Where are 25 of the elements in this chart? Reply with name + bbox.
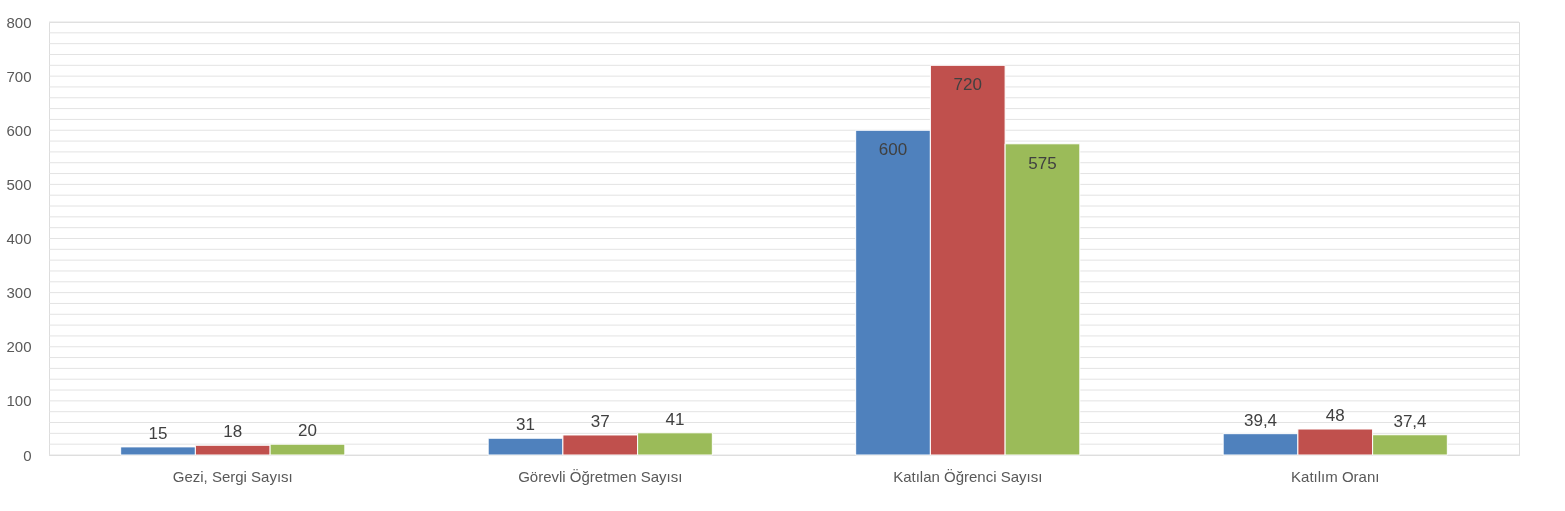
- data-label: 720: [953, 75, 982, 95]
- data-label: 41: [665, 409, 685, 429]
- x-tick-label: Görevli Öğretmen Sayısı: [518, 467, 683, 485]
- y-tick-label: 100: [6, 392, 32, 410]
- data-label: 575: [1028, 153, 1057, 173]
- y-tick-label: 400: [6, 230, 32, 247]
- data-label: 48: [1325, 406, 1345, 426]
- data-label: 37,4: [1393, 411, 1427, 431]
- x-tick-label: Gezi, Sergi Sayısı: [172, 467, 293, 485]
- x-tick-label: Katılım Oranı: [1291, 467, 1380, 485]
- data-label: 15: [148, 423, 168, 443]
- data-label: 20: [298, 421, 317, 441]
- data-label: 31: [516, 415, 535, 435]
- y-tick-label: 500: [6, 175, 32, 193]
- x-tick-label: Katılan Öğrenci Sayısı: [893, 467, 1043, 485]
- y-tick-label: 200: [6, 338, 32, 356]
- data-label: 18: [223, 422, 243, 442]
- y-tick-label: 600: [6, 121, 32, 139]
- y-tick-label: 800: [6, 13, 32, 31]
- y-tick-label: 700: [6, 67, 32, 85]
- data-label: 600: [878, 140, 908, 160]
- y-tick-label: 300: [6, 284, 32, 302]
- y-tick-label: 0: [23, 446, 32, 464]
- data-label: 37: [590, 411, 610, 431]
- data-label: 39,4: [1243, 410, 1278, 430]
